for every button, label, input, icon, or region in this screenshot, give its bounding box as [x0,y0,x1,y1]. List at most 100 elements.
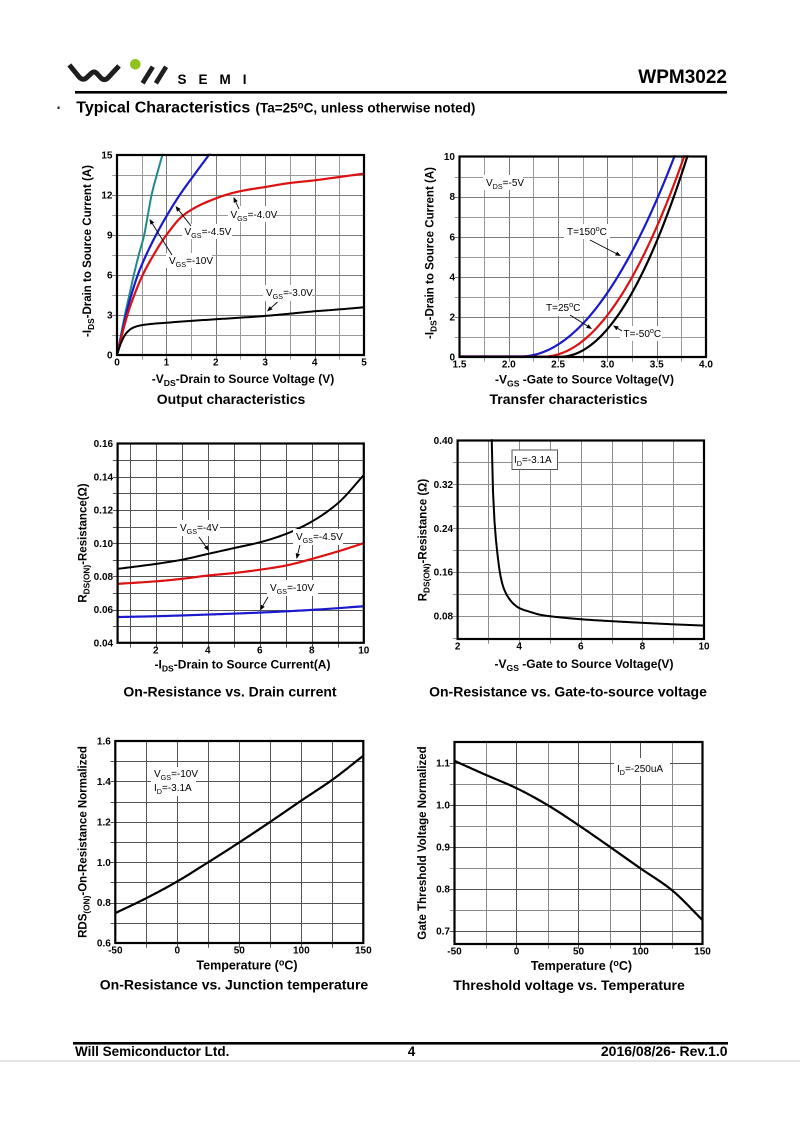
svg-text:4.0: 4.0 [699,360,713,371]
svg-text:ID=-3.1A: ID=-3.1A [154,783,192,796]
svg-text:1.2: 1.2 [97,817,111,828]
svg-text:VGS=-4V: VGS=-4V [180,523,219,536]
svg-text:0: 0 [514,947,520,958]
svg-text:100: 100 [293,946,310,957]
svg-text:0.32: 0.32 [434,480,454,491]
svg-text:4: 4 [408,1044,416,1059]
svg-text:On-Resistance vs. Junction tem: On-Resistance vs. Junction temperature [100,977,369,993]
svg-text:T=-50oC: T=-50oC [624,326,662,340]
svg-text:0.16: 0.16 [94,439,114,450]
svg-text:8: 8 [309,645,315,656]
svg-text:150: 150 [694,947,711,958]
svg-text:T=150oC: T=150oC [567,224,607,238]
svg-text:-IDS-Drain to Source Current (: -IDS-Drain to Source Current (A) [82,165,96,337]
svg-text:0: 0 [107,351,113,362]
svg-text:1.6: 1.6 [97,737,111,748]
svg-text:15: 15 [101,151,113,162]
svg-text:RDS(ON)-Resistance (Ω): RDS(ON)-Resistance (Ω) [418,479,432,602]
svg-text:6: 6 [257,645,263,656]
svg-text:-VGS -Gate to Source Voltage(V: -VGS -Gate to Source Voltage(V) [495,657,674,673]
svg-text:4: 4 [516,642,522,653]
svg-text:0.16: 0.16 [434,568,454,579]
svg-text:1.4: 1.4 [97,777,111,788]
svg-text:10: 10 [698,642,710,653]
svg-text:On-Resistance vs. Drain curren: On-Resistance vs. Drain current [123,684,337,700]
svg-text:3.0: 3.0 [600,360,614,371]
svg-text:0.12: 0.12 [94,506,114,517]
svg-text:9: 9 [107,231,113,242]
svg-text:0: 0 [449,353,455,364]
svg-text:2.0: 2.0 [502,360,516,371]
svg-text:50: 50 [234,946,246,957]
svg-text:6: 6 [449,232,455,243]
svg-text:-IDS-Drain to Source Current(A: -IDS-Drain to Source Current(A) [155,658,331,674]
svg-text:4: 4 [205,645,211,656]
svg-text:6: 6 [107,271,113,282]
svg-text:0.8: 0.8 [436,885,450,896]
svg-text:On-Resistance vs. Gate-to-sour: On-Resistance vs. Gate-to-source voltage [429,684,707,700]
svg-text:WPM3022: WPM3022 [638,67,727,88]
svg-text:-VDS-Drain to Source Voltage (: -VDS-Drain to Source Voltage (V) [152,372,334,388]
svg-text:12: 12 [101,191,113,202]
svg-text:0.40: 0.40 [434,436,454,447]
svg-text:-50: -50 [447,947,462,958]
svg-text:VGS=-10V: VGS=-10V [154,769,198,782]
svg-text:0.24: 0.24 [434,524,454,535]
svg-text:VDS=-5V: VDS=-5V [486,178,524,191]
svg-text:2: 2 [153,645,159,656]
svg-text:ID=-3.1A: ID=-3.1A [514,455,552,468]
svg-text:3: 3 [107,311,113,322]
svg-text:-VGS -Gate to Source Voltage(V: -VGS -Gate to Source Voltage(V) [495,373,674,389]
svg-text:VGS=-4.5V: VGS=-4.5V [296,532,343,545]
svg-text:Temperature (oC): Temperature (oC) [196,958,297,973]
svg-text:RDS(ON)-Resistance(Ω): RDS(ON)-Resistance(Ω) [78,483,92,602]
svg-text:10: 10 [444,152,456,163]
svg-text:VGS=-10V: VGS=-10V [169,256,213,269]
svg-text:5: 5 [361,358,367,369]
svg-text:VGS=-4.0V: VGS=-4.0V [231,210,278,223]
svg-text:-IDS-Drain to Source Current (: -IDS-Drain to Source Current (A) [425,167,439,339]
svg-text:1.5: 1.5 [453,360,467,371]
svg-text:8: 8 [449,192,455,203]
svg-text:SEMI: SEMI [178,72,259,87]
svg-text:VGS=-4.5V: VGS=-4.5V [185,227,232,240]
svg-text:0.6: 0.6 [97,939,111,950]
svg-text:-50: -50 [108,946,123,957]
svg-text:3: 3 [262,358,268,369]
svg-text:Typical Characteristics: Typical Characteristics [76,100,250,117]
svg-text:1.1: 1.1 [436,759,450,770]
svg-text:0.14: 0.14 [94,472,114,483]
svg-text:0: 0 [114,358,120,369]
svg-text:0.06: 0.06 [94,605,114,616]
svg-text:T=25oC: T=25oC [546,300,580,314]
svg-text:100: 100 [632,947,649,958]
svg-text:ID=-250uA: ID=-250uA [617,764,663,777]
svg-text:0.8: 0.8 [97,898,111,909]
svg-text:2: 2 [455,642,461,653]
svg-text:1.0: 1.0 [436,801,450,812]
svg-text:0.10: 0.10 [94,539,114,550]
svg-text:0.7: 0.7 [436,927,450,938]
svg-text:0: 0 [175,946,181,957]
svg-text:2016/08/26- Rev.1.0: 2016/08/26- Rev.1.0 [601,1043,728,1059]
svg-text:Output characteristics: Output characteristics [157,391,306,407]
svg-text:2: 2 [213,358,219,369]
svg-text:VGS=-3.0V: VGS=-3.0V [266,288,313,301]
svg-text:Temperature (oC): Temperature (oC) [531,958,632,973]
svg-text:50: 50 [573,947,585,958]
svg-text:Threshold voltage vs. Temperat: Threshold voltage vs. Temperature [453,977,685,993]
svg-text:Transfer characteristics: Transfer characteristics [490,391,648,407]
svg-text:0.9: 0.9 [436,843,450,854]
svg-text:(Ta=25oC, unless otherwise not: (Ta=25oC, unless otherwise noted) [256,101,476,116]
svg-text:RDS(ON)-On-Resistance Normaliz: RDS(ON)-On-Resistance Normalized [78,746,92,938]
svg-text:1.0: 1.0 [97,858,111,869]
svg-text:4: 4 [449,272,455,283]
svg-text:VGS=-10V: VGS=-10V [270,583,314,596]
svg-text:4: 4 [312,358,318,369]
svg-text:2.5: 2.5 [551,360,565,371]
svg-text:Gate Threshold Voltage Normali: Gate Threshold Voltage Normalized [417,746,429,939]
svg-text:0.04: 0.04 [94,638,114,649]
svg-text:3.5: 3.5 [650,360,664,371]
svg-text:150: 150 [355,946,372,957]
svg-text:2: 2 [449,313,455,324]
